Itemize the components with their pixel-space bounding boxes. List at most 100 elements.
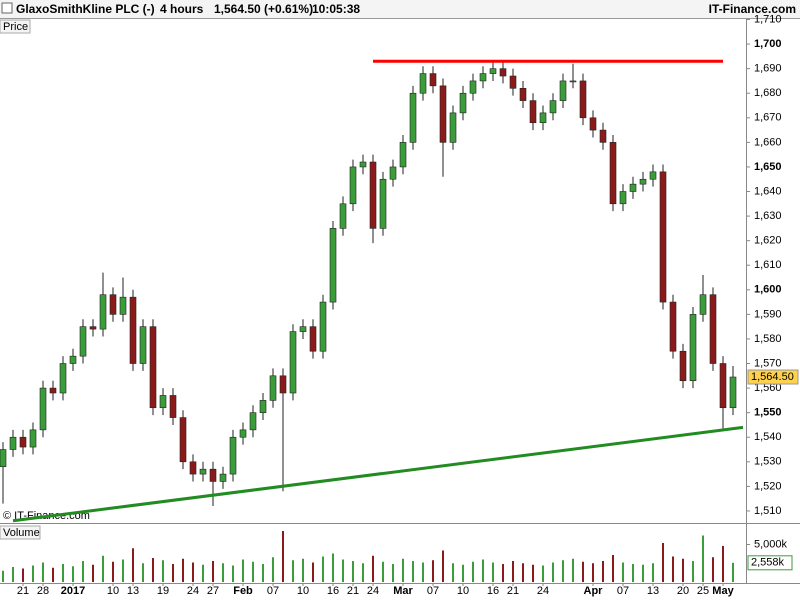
candle-body — [109, 294, 117, 315]
candle-body — [149, 326, 157, 409]
candle-body — [729, 376, 737, 409]
last-price-box — [747, 369, 799, 385]
y-tick-label: 1,600 — [754, 284, 782, 296]
y-tick-label: 1,550 — [754, 407, 782, 419]
volume-label-box — [0, 525, 41, 540]
candle-body — [549, 100, 557, 114]
y-tick-label: 1,630 — [754, 210, 782, 222]
price-label: Price — [3, 21, 28, 33]
candle-body — [289, 331, 297, 394]
candle-body — [569, 80, 577, 83]
candle-body — [339, 203, 347, 229]
y-tick-label: 1,580 — [754, 333, 782, 345]
last-volume-box — [747, 555, 793, 571]
trend-line — [12, 425, 744, 523]
y-tick-label: 1,670 — [754, 112, 782, 124]
candle-body — [9, 436, 17, 450]
candle-body — [619, 191, 627, 205]
candle-body — [239, 429, 247, 438]
candle-body — [269, 375, 277, 401]
candle-body — [719, 363, 727, 409]
candle-body — [559, 80, 567, 101]
candle-body — [409, 92, 417, 143]
candle-body — [609, 142, 617, 205]
candle-body — [129, 296, 137, 364]
x-tick-label: 24 — [187, 585, 199, 597]
x-tick-label: 21 — [17, 585, 29, 597]
toggle-icon[interactable] — [1, 2, 13, 14]
volume-title: Volume — [3, 527, 40, 539]
candle-body — [99, 294, 107, 330]
candle-body — [669, 301, 677, 352]
x-tick-label: 10 — [297, 585, 309, 597]
candle-body — [199, 468, 207, 475]
x-tick-label: 10 — [107, 585, 119, 597]
candle-body — [219, 473, 227, 482]
candle-body — [119, 296, 127, 315]
y-tick-label: 1,700 — [754, 38, 782, 50]
x-tick-label: 24 — [537, 585, 549, 597]
y-tick-label: 1,620 — [754, 235, 782, 247]
y-tick-label: 1,520 — [754, 480, 782, 492]
candle-body — [349, 166, 357, 205]
candle-body — [459, 92, 467, 114]
candle-body — [389, 166, 397, 180]
x-tick-label: Apr — [584, 585, 604, 597]
candle-body — [439, 85, 447, 143]
candle-body — [429, 73, 437, 87]
candle-body — [699, 294, 707, 315]
candle-body — [229, 436, 237, 475]
candle-body — [419, 73, 427, 94]
x-tick-label: 10 — [457, 585, 469, 597]
x-tick-label: 25 — [697, 585, 709, 597]
candle-body — [629, 183, 637, 192]
candle-body — [89, 326, 97, 330]
candle-body — [579, 80, 587, 119]
x-tick-label: 19 — [157, 585, 169, 597]
y-tick-label: 1,570 — [754, 357, 782, 369]
candle-body — [479, 73, 487, 82]
x-tick-label: May — [712, 585, 734, 597]
candle-body — [329, 228, 337, 303]
volume-tick-label: 5,000k — [754, 538, 788, 550]
y-tick-label: 1,510 — [754, 505, 782, 517]
y-tick-label: 1,650 — [754, 161, 782, 173]
candle-body — [319, 301, 327, 352]
y-tick-label: 1,530 — [754, 456, 782, 468]
candle-body — [169, 395, 177, 418]
candle-body — [139, 326, 147, 364]
candle-body — [259, 400, 267, 413]
x-tick-label: 20 — [677, 585, 689, 597]
candle-body — [709, 294, 717, 364]
candle-body — [39, 387, 47, 431]
y-tick-label: 1,690 — [754, 63, 782, 75]
y-tick-label: 1,660 — [754, 136, 782, 148]
x-tick-label: 28 — [37, 585, 49, 597]
candle-body — [69, 355, 77, 364]
candle-body — [399, 142, 407, 168]
candle-body — [379, 178, 387, 229]
time: 10:05:38 — [312, 2, 360, 16]
x-tick-label: 07 — [617, 585, 629, 597]
candle-body — [589, 117, 597, 131]
candle-body — [489, 68, 497, 74]
x-tick-label: 13 — [647, 585, 659, 597]
y-tick-label: 1,680 — [754, 87, 782, 99]
x-tick-label: Feb — [233, 585, 253, 597]
site: IT-Finance.com — [709, 2, 796, 16]
candle-body — [679, 350, 687, 382]
x-tick-label: 21 — [507, 585, 519, 597]
x-tick-label: 2017 — [61, 585, 85, 597]
period: 4 hours — [160, 2, 204, 16]
x-tick-label: 24 — [367, 585, 379, 597]
candle-body — [19, 436, 27, 448]
candle-body — [59, 363, 67, 394]
candle-body — [519, 88, 527, 101]
quote: 1,564.50 (+0.61%) — [214, 2, 313, 16]
x-tick-label: 07 — [427, 585, 439, 597]
candle-body — [29, 429, 37, 448]
x-tick-label: 16 — [487, 585, 499, 597]
candle-body — [369, 161, 377, 229]
y-tick-label: 1,640 — [754, 185, 782, 197]
